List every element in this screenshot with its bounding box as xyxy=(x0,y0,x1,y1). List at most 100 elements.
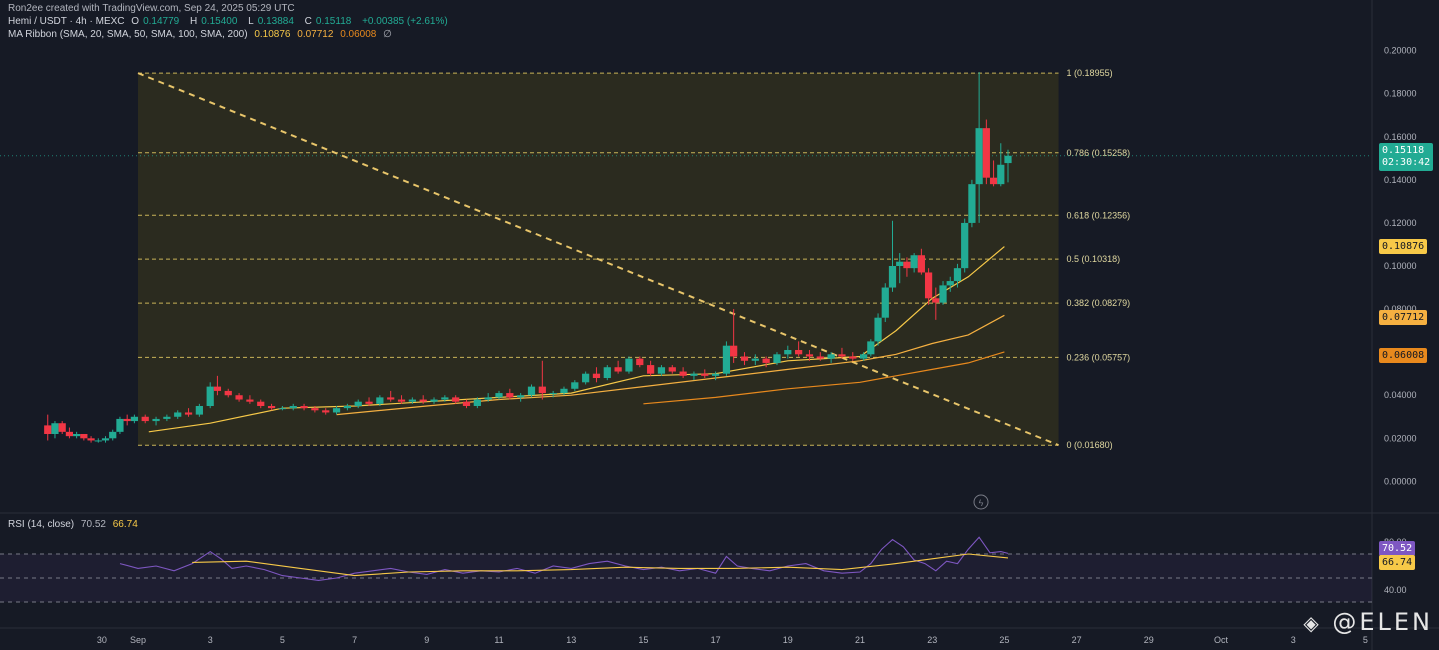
candle-body xyxy=(495,393,503,398)
ma1-price-tag: 0.10876 xyxy=(1379,239,1428,254)
candle-body xyxy=(679,371,687,376)
high-value: 0.15400 xyxy=(201,16,238,27)
candle-body xyxy=(80,434,88,439)
time-axis-tick: 30 xyxy=(97,635,107,645)
change-value: +0.00385 (+2.61%) xyxy=(362,16,448,27)
current-price-tag: 0.15118 02:30:42 xyxy=(1379,143,1434,171)
price-axis-tick: 0.14000 xyxy=(1384,175,1417,185)
time-axis-tick: 3 xyxy=(208,635,213,645)
candle-body xyxy=(387,397,395,400)
candle-body xyxy=(538,386,546,394)
candle-body xyxy=(44,425,52,434)
candle-body xyxy=(58,423,66,432)
candle-body xyxy=(867,341,875,355)
candle-body xyxy=(376,397,384,404)
ma-ribbon-title[interactable]: MA Ribbon (SMA, 20, SMA, 50, SMA, 100, S… xyxy=(8,29,248,40)
watermark-text: @ELEN xyxy=(1332,608,1433,636)
candle-body xyxy=(213,386,222,391)
time-axis-tick: 27 xyxy=(1072,635,1082,645)
time-axis-tick: Sep xyxy=(130,635,146,645)
candle-body xyxy=(874,317,882,342)
candle-body xyxy=(267,406,276,409)
candle-body xyxy=(101,438,110,441)
time-axis-tick: 5 xyxy=(280,635,285,645)
candle-body xyxy=(784,350,792,355)
candle-body xyxy=(408,399,416,402)
candle-body xyxy=(184,412,193,415)
candle-body xyxy=(773,354,781,363)
price-axis-tick: 0.02000 xyxy=(1384,433,1417,443)
candle-body xyxy=(740,356,749,361)
rsi-legend: RSI (14, close) 70.52 66.74 xyxy=(8,519,142,530)
candle-body xyxy=(730,345,738,357)
time-axis-tick: 19 xyxy=(783,635,793,645)
candle-body xyxy=(657,367,666,374)
ma-line xyxy=(643,351,1005,405)
price-axis-tick: 0.00000 xyxy=(1384,476,1417,486)
candle-body xyxy=(910,255,918,269)
candle-body xyxy=(506,393,514,398)
rsi-title[interactable]: RSI (14, close) xyxy=(8,519,75,530)
candle-body xyxy=(582,373,590,383)
candle-body xyxy=(975,128,983,185)
ma4-value: ∅ xyxy=(383,29,392,40)
time-axis-tick: 25 xyxy=(999,635,1009,645)
candle-body xyxy=(397,399,406,402)
candle-body xyxy=(946,281,954,286)
ma3-value: 0.06008 xyxy=(340,29,377,40)
low-label: L xyxy=(248,16,254,27)
candle-body xyxy=(1004,155,1012,164)
candle-body xyxy=(332,408,341,413)
candle-body xyxy=(123,418,131,422)
fib-level-label: 0.786 (0.15258) xyxy=(1067,148,1131,158)
candle-body xyxy=(805,354,814,357)
time-axis-tick: 15 xyxy=(638,635,648,645)
price-axis-tick: 0.20000 xyxy=(1384,46,1417,56)
candle-body xyxy=(163,416,171,419)
lightning-icon xyxy=(973,494,989,510)
candle-body xyxy=(87,438,95,441)
close-label: C xyxy=(304,16,312,27)
candle-body xyxy=(152,418,160,422)
lightning-glyph: ϟ xyxy=(979,498,984,508)
price-axis-tick: 0.08000 xyxy=(1384,304,1417,314)
candle-body xyxy=(751,358,759,361)
candle-body xyxy=(65,431,74,437)
open-value: 0.14779 xyxy=(143,16,180,27)
candle-body xyxy=(917,255,925,273)
candle-body xyxy=(462,401,471,406)
candle-body xyxy=(838,354,846,357)
candle-body xyxy=(997,164,1005,185)
ma-ribbon-legend: MA Ribbon (SMA, 20, SMA, 50, SMA, 100, S… xyxy=(8,29,396,40)
rsi-value: 70.52 xyxy=(80,519,106,530)
time-axis-tick: Oct xyxy=(1214,635,1229,645)
rsi-price-tag: 70.52 xyxy=(1379,541,1416,556)
candle-body xyxy=(73,434,81,437)
candle-body xyxy=(711,373,720,376)
time-axis-tick: 7 xyxy=(352,635,357,645)
candle-body xyxy=(195,406,203,415)
candle-body xyxy=(888,266,897,288)
candle-body xyxy=(690,373,698,376)
candle-body xyxy=(109,431,117,439)
candle-body xyxy=(636,358,644,366)
fib-level-label: 0.618 (0.12356) xyxy=(1067,210,1131,220)
candle-body xyxy=(235,395,243,400)
candle-body xyxy=(560,388,568,394)
ma3-price-tag: 0.06008 xyxy=(1379,348,1428,363)
price-axis-tick: 0.04000 xyxy=(1384,390,1417,400)
candle-body xyxy=(968,184,976,223)
price-axis-tick: 0.16000 xyxy=(1384,132,1417,142)
time-axis-tick: 21 xyxy=(855,635,865,645)
symbol-legend: Hemi / USDT · 4h · MEXC O 0.14779 H 0.1540… xyxy=(8,16,452,27)
candle-body xyxy=(592,373,601,378)
rsi-axis-tick: 40.00 xyxy=(1384,585,1407,595)
fib-level-label: 0 (0.01680) xyxy=(1067,440,1113,450)
time-axis-tick: 13 xyxy=(566,635,576,645)
symbol-name[interactable]: Hemi / USDT · 4h · MEXC xyxy=(8,16,125,27)
chart-credit: Ron2ee created with TradingView.com, Sep… xyxy=(8,3,299,14)
candle-body xyxy=(278,408,287,410)
candle-body xyxy=(484,397,492,400)
